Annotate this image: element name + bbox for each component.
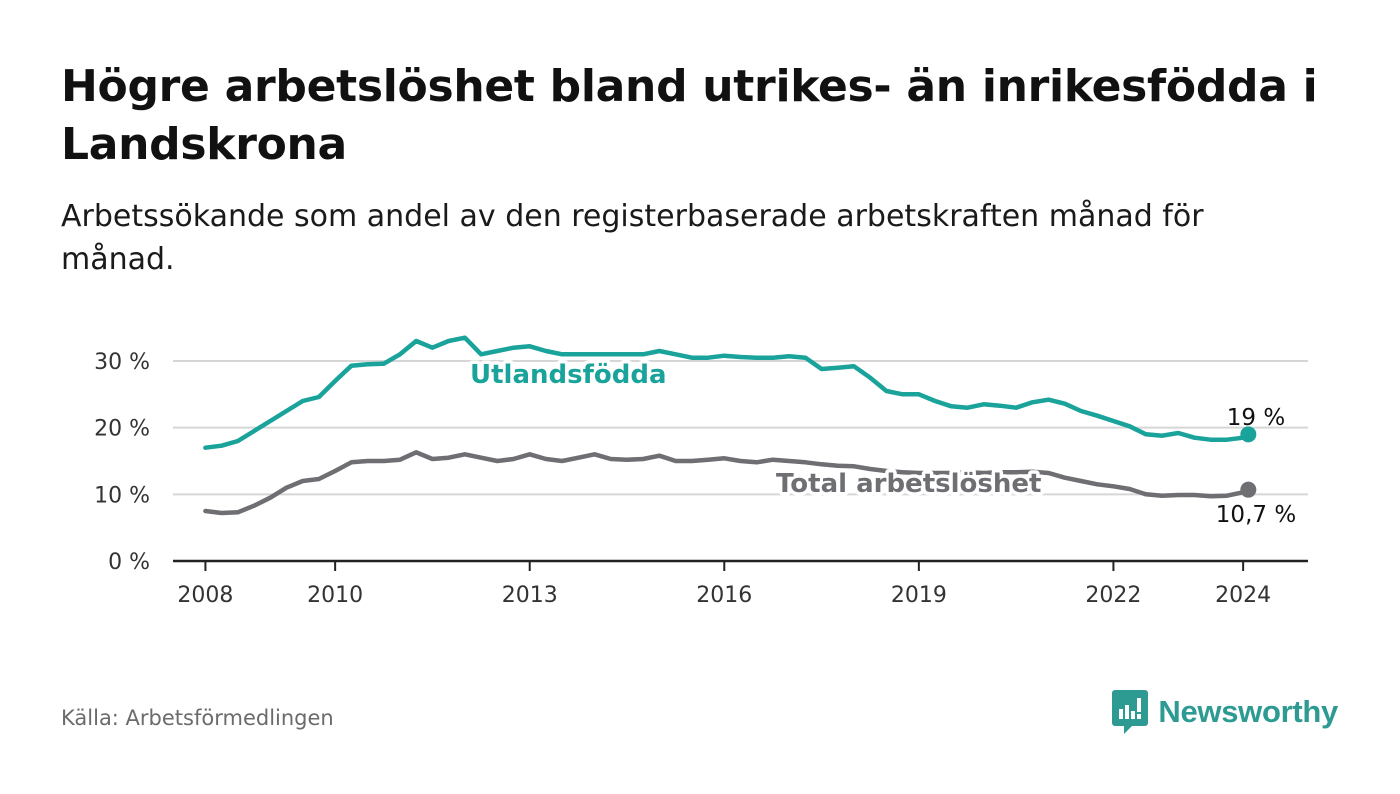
y-tick-label: 20 % [94,417,150,442]
series-label-total: Total arbetslöshet [776,469,1041,499]
brand-name: Newsworthy [1158,694,1338,729]
y-axis-tick-labels: 0 % 10 % 20 % 30 % [94,350,150,575]
x-tick-label: 2022 [1085,583,1141,608]
series-label-utlandsfodda: Utlandsfödda [470,360,667,390]
x-tick-label: 2008 [177,583,233,608]
end-point-utlandsfodda[interactable] [1240,426,1257,443]
y-tick-label: 30 % [94,350,150,375]
x-tick-label: 2019 [891,583,947,608]
brand-logo[interactable]: Newsworthy [1112,690,1338,734]
chart-subtitle: Arbetssökande som andel av den registerb… [61,199,1204,277]
end-value-total: 10,7 % [1216,502,1296,528]
newsworthy-logo-icon [1112,690,1149,734]
x-tick-label: 2013 [502,583,558,608]
series-line-utlandsfodda[interactable] [203,335,1251,450]
end-value-utlandsfodda: 19 % [1227,405,1285,431]
series-line-total[interactable] [203,450,1251,516]
x-tick-label: 2016 [696,583,752,608]
y-tick-label: 10 % [94,483,150,508]
end-point-total[interactable] [1240,481,1257,498]
chart-title: Högre arbetslöshet bland utrikes- än inr… [61,61,1318,170]
x-tick-label: 2024 [1215,583,1271,608]
x-axis [173,559,1308,571]
y-tick-label: 0 % [108,550,150,575]
x-tick-label: 2010 [307,583,363,608]
x-axis-tick-labels: 2008 2010 2013 2016 2019 2022 2024 [177,583,1271,608]
series-labels: Utlandsfödda Total arbetslöshet 19 % 10,7 % [467,357,1297,529]
line-chart: 0 % 10 % 20 % 30 % 2008 2010 2013 2016 2019 2022… [94,335,1308,608]
data-series [203,335,1257,516]
source-note: Källa: Arbetsförmedlingen [61,706,334,730]
grid-lines [173,360,1308,496]
